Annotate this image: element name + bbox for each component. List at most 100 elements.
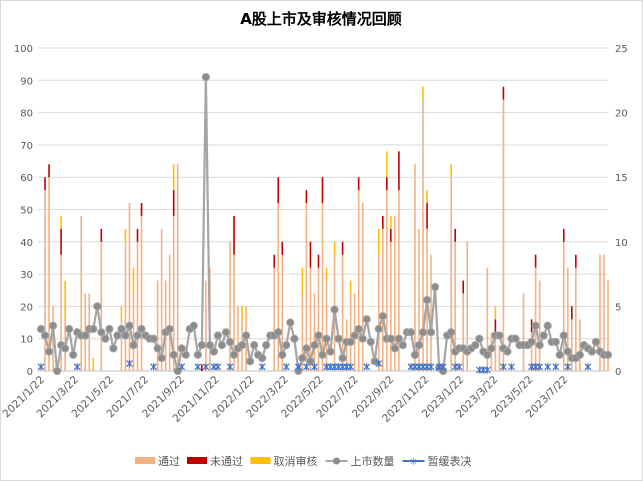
listings-point <box>40 331 50 340</box>
suspended-marker <box>37 363 45 371</box>
pass-bar <box>450 177 452 371</box>
listings-point <box>426 328 436 337</box>
listings-point <box>209 347 219 356</box>
pass-bar <box>277 203 280 371</box>
suspended-marker <box>73 363 81 371</box>
listings-point <box>137 324 146 334</box>
fail-bar <box>382 215 384 229</box>
listings-point <box>121 331 130 340</box>
fail-bar <box>172 190 175 216</box>
pass-bar <box>599 254 601 371</box>
left-axis: 0 10 20 30 40 50 60 70 80 90 100 <box>14 44 33 378</box>
fail-bar <box>60 228 62 255</box>
listings-point <box>302 344 311 353</box>
left-tick-label: 90 <box>20 76 33 87</box>
fail-bar <box>534 254 537 268</box>
listings-point <box>149 334 158 343</box>
left-tick-label: 10 <box>20 335 33 346</box>
listings-point <box>169 350 178 359</box>
listings-line <box>36 72 613 376</box>
listings-point <box>157 353 166 363</box>
fail-bar <box>140 203 143 216</box>
pass-bar <box>571 319 573 371</box>
right-tick-label: 5 <box>615 302 621 313</box>
pass-bar <box>237 306 239 371</box>
suspended-marker <box>455 363 463 371</box>
fail-bar <box>398 151 400 191</box>
left-tick-label: 100 <box>14 44 33 55</box>
pass-bar <box>80 215 83 371</box>
pass-bar <box>390 241 392 371</box>
cancel-bar <box>494 306 497 320</box>
listings-point <box>89 324 98 334</box>
listings-point <box>495 331 504 340</box>
pass-bar <box>317 267 320 371</box>
listings-point <box>165 324 174 334</box>
fail-bar <box>281 241 284 255</box>
suspended-marker <box>483 366 491 374</box>
legend-swatch <box>135 457 155 464</box>
listings-point <box>362 315 371 324</box>
pass-bar <box>229 241 231 371</box>
listings-point <box>551 337 560 347</box>
listings-point <box>93 302 102 311</box>
cancel-bar <box>426 190 428 204</box>
pass-bar <box>156 280 159 371</box>
listings-point <box>378 311 387 321</box>
listings-point <box>241 331 251 340</box>
listings-point <box>117 324 126 334</box>
cancel-bar <box>450 164 452 178</box>
legend-label: 取消审核 <box>274 454 318 468</box>
listings-point <box>181 350 190 359</box>
fail-bar <box>571 306 573 320</box>
suspended-marker <box>584 363 592 371</box>
listings-point <box>354 324 363 334</box>
legend-swatch <box>187 457 207 464</box>
pass-bar <box>349 293 352 371</box>
listings-point <box>559 331 568 340</box>
right-tick-label: 0 <box>615 367 621 378</box>
listings-point <box>543 321 552 330</box>
pass-bar <box>341 254 344 371</box>
suspended-marker <box>427 363 435 371</box>
listings-point <box>250 341 259 350</box>
fail-bar <box>44 177 46 191</box>
pass-bar <box>498 345 501 371</box>
fail-bar <box>426 203 428 229</box>
pass-bar <box>534 267 537 371</box>
pass-bar <box>309 267 312 371</box>
pass-bar <box>382 228 384 371</box>
legend-item: 通过 <box>135 455 180 468</box>
fail-bar <box>317 254 320 268</box>
fail-bar <box>277 177 280 204</box>
listings-point <box>366 337 375 347</box>
left-tick-label: 30 <box>20 270 33 281</box>
pass-bar <box>164 280 167 371</box>
cancel-bar <box>60 215 62 229</box>
listings-point <box>334 334 343 343</box>
cancel-bar <box>64 280 66 320</box>
pass-bar <box>414 164 416 371</box>
cancel-bar <box>377 228 380 255</box>
fail-bar <box>390 228 392 242</box>
fail-bar <box>273 254 276 268</box>
suspended-marker <box>552 363 560 371</box>
suspended-marker <box>226 363 234 371</box>
fail-bar <box>502 86 505 100</box>
listings-point <box>374 324 383 334</box>
listings-point <box>406 328 416 337</box>
listings-point <box>430 282 440 292</box>
listings-point <box>105 324 114 334</box>
pass-bar <box>132 293 135 371</box>
left-tick-label: 80 <box>20 109 33 120</box>
legend: 通过 未通过 取消审核 上市数量 ✳ 暂缓表决 <box>135 454 472 468</box>
listings-point <box>322 334 331 343</box>
listings-point <box>274 328 283 337</box>
cancel-bar <box>333 241 336 255</box>
fail-bar <box>454 228 456 242</box>
listings-point <box>153 344 162 353</box>
pass-bar <box>233 254 235 371</box>
suspended-marker <box>375 360 383 368</box>
pass-bar <box>377 254 380 371</box>
